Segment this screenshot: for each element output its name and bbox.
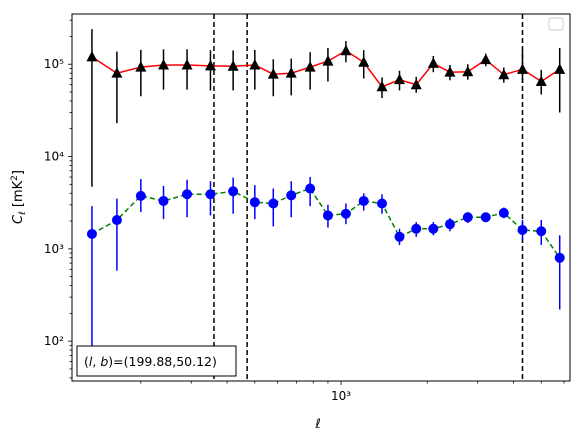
data-point [462,212,473,223]
data-point [135,61,147,72]
data-point [158,59,170,70]
data-point [427,57,439,68]
data-point [480,212,491,223]
plot-frame [71,13,571,382]
axes: 10² 10³ 10⁴ 10⁵ 10³ [44,19,565,403]
data-point [411,223,422,234]
data-point [305,183,316,194]
data-point [158,195,169,206]
y-axis-label: Cℓ [mK2] [10,170,28,224]
data-point [205,189,216,200]
data-point [182,189,193,200]
y-tick-label: 10⁴ [44,150,64,164]
data-point [111,215,122,226]
annotation-box: (l, b)=(199.88,50.12) [76,345,237,377]
y-tick-label: 10² [44,334,64,348]
data-point [86,50,98,62]
y-tick-label: 10⁵ [44,57,64,71]
data-point [358,195,369,206]
data-point [267,68,279,79]
data-point [340,44,352,56]
data-point [376,80,388,92]
y-tick-label: 10³ [44,242,64,256]
data-point [498,68,510,80]
plot-area [86,14,566,381]
data-point [340,208,351,219]
data-point [480,53,492,65]
data-point [517,224,528,235]
x-tick-label: 10³ [331,389,351,403]
data-point [304,61,316,72]
data-point [227,60,239,71]
data-point [285,67,297,78]
data-point [428,223,439,234]
data-point [181,59,193,70]
data-point [498,207,509,218]
data-point [535,75,547,86]
data-point [204,59,216,71]
data-point [444,66,456,77]
data-point [111,67,123,78]
legend-box[interactable] [548,17,564,31]
svg-text:Cℓ [mK2]: Cℓ [mK2] [10,170,28,224]
data-point [410,78,422,90]
data-point [249,197,260,208]
data-point [358,56,370,67]
data-point [554,63,566,74]
data-point [462,65,474,77]
data-point [394,73,406,85]
data-point [228,186,239,197]
x-axis-label: ℓ [314,417,320,432]
data-point [516,63,528,74]
data-point [377,198,388,209]
data-point [86,228,97,239]
svg-text:(l, b)=(199.88,50.12): (l, b)=(199.88,50.12) [84,354,217,369]
data-point [444,219,455,230]
data-point [394,231,405,242]
data-point [268,198,279,209]
data-point [286,190,297,201]
data-point [322,55,334,66]
data-point [135,190,146,201]
data-point [554,252,565,263]
data-point [249,59,261,70]
data-point [536,226,547,237]
data-point [322,210,333,221]
